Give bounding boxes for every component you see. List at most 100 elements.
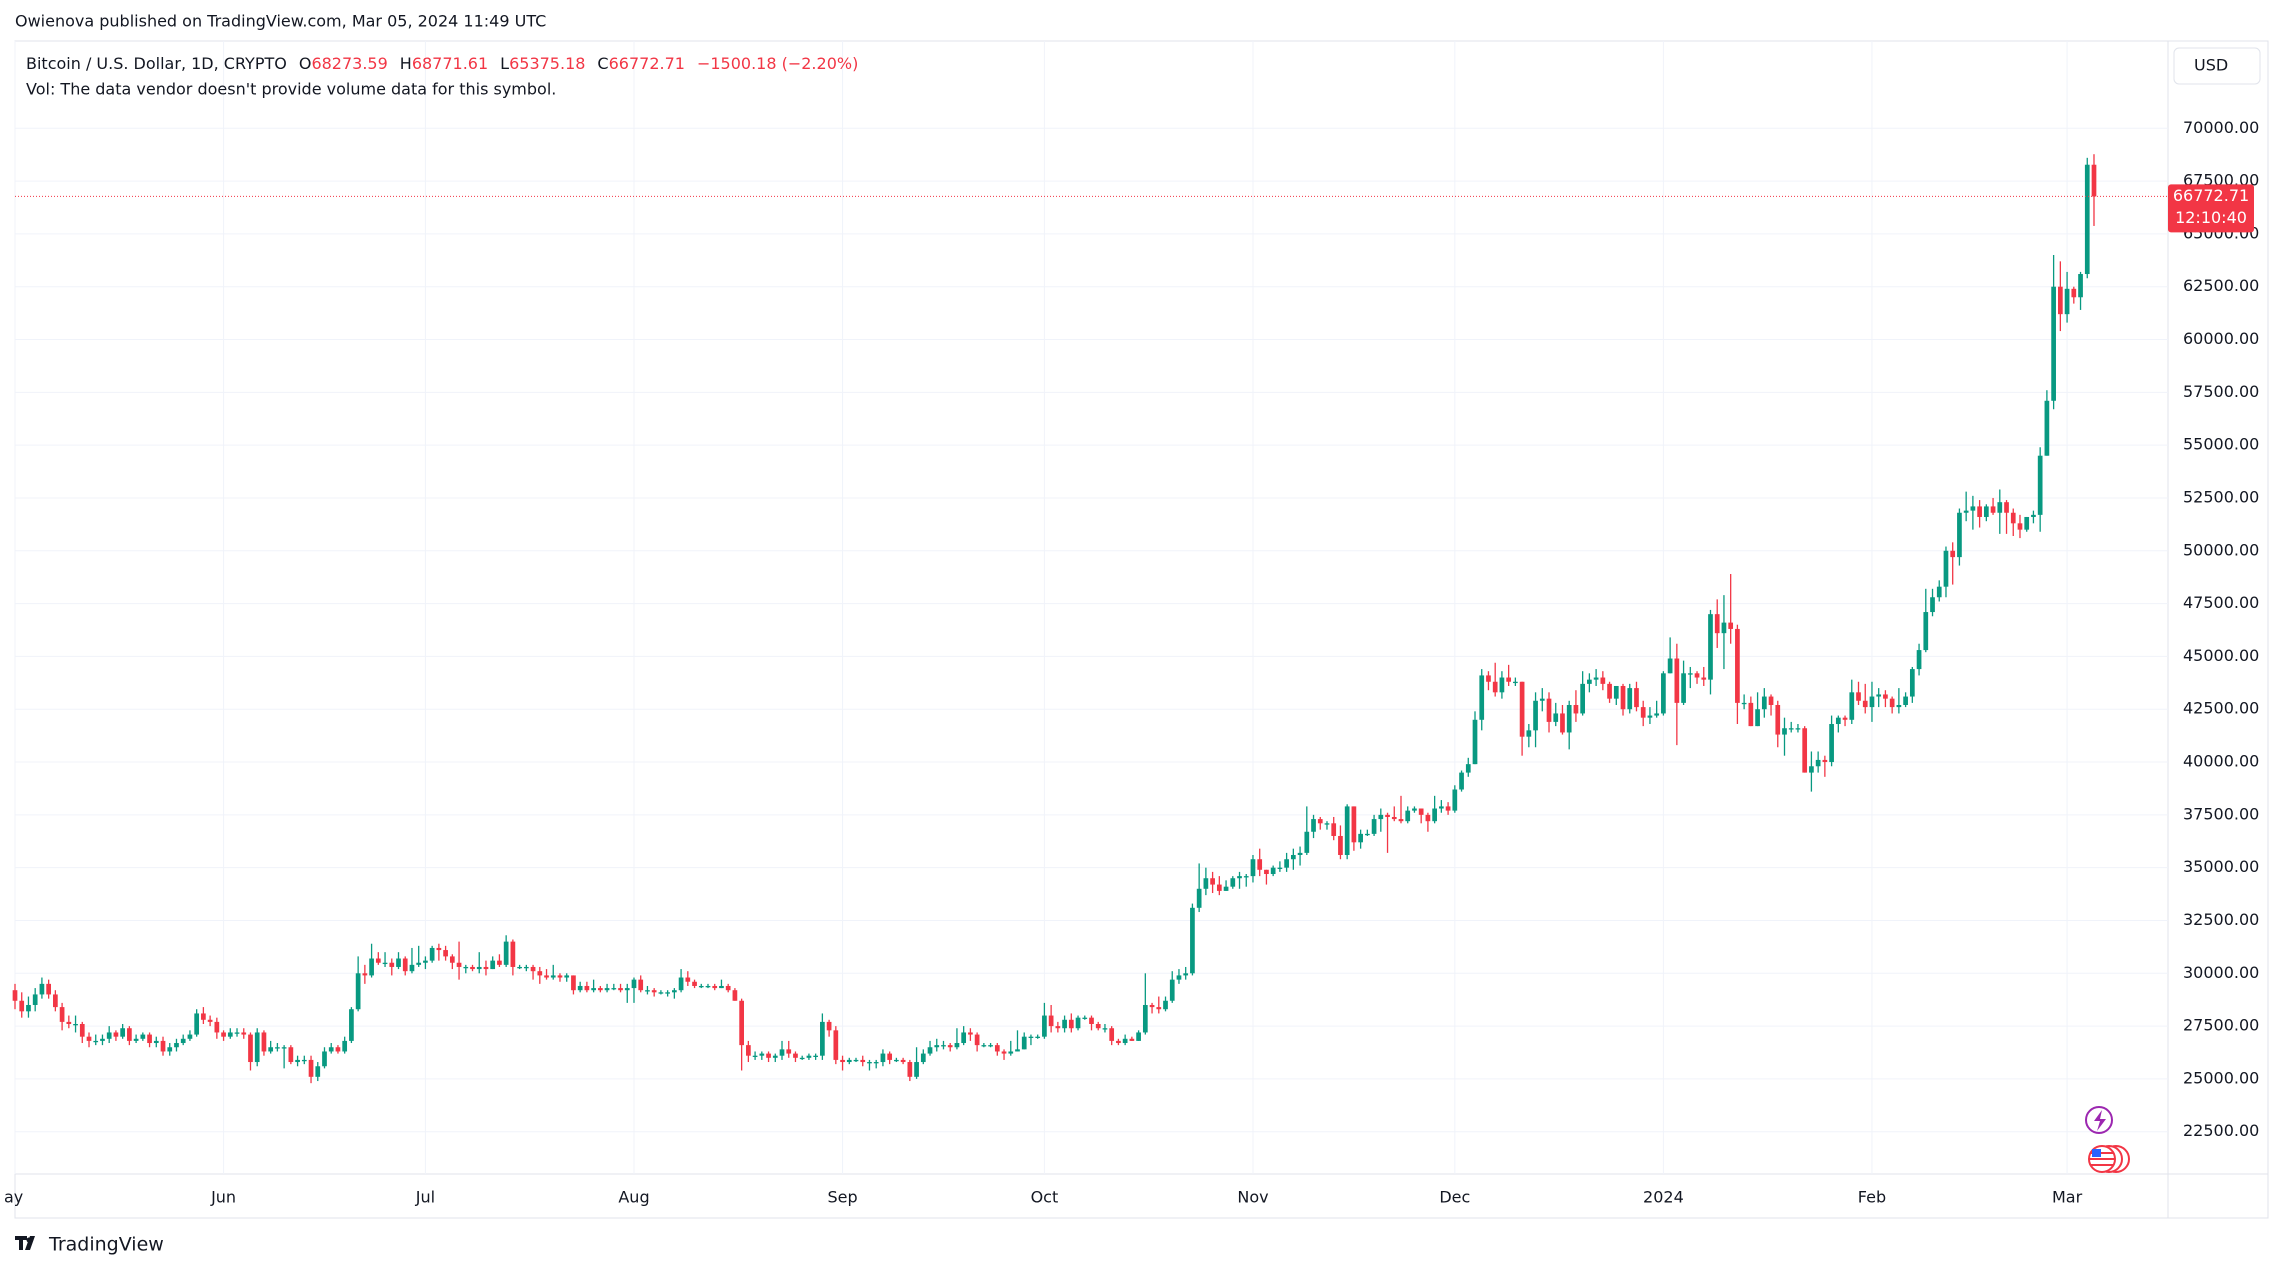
candle-body	[887, 1053, 893, 1060]
candle-body	[1930, 597, 1935, 613]
candle-body	[779, 1049, 785, 1056]
candle-body	[1829, 724, 1834, 763]
candle-body	[1768, 696, 1774, 705]
y-tick-label: 50000.00	[2183, 540, 2259, 559]
candle-body	[2078, 274, 2083, 298]
candle-body	[26, 1004, 31, 1012]
candle-body	[1909, 669, 1915, 697]
candle-body	[1513, 681, 1518, 684]
y-tick-label: 57500.00	[2183, 382, 2259, 401]
candle-body	[1230, 878, 1236, 887]
candle-body	[1183, 973, 1189, 976]
candle-body	[1311, 819, 1316, 832]
candle-body	[254, 1032, 260, 1063]
candle-body	[645, 990, 650, 992]
candle-body	[1042, 1015, 1047, 1037]
candle-body	[1889, 698, 1895, 708]
y-tick-label: 25000.00	[2183, 1068, 2259, 1087]
candle-body	[288, 1047, 294, 1063]
candle-body	[853, 1059, 859, 1062]
y-tick-label: 45000.00	[2183, 646, 2259, 665]
candle-body	[100, 1038, 105, 1041]
candle-body	[2071, 288, 2077, 298]
candle-body	[1270, 867, 1276, 875]
candle-body	[988, 1045, 993, 1047]
candle-body	[160, 1040, 166, 1052]
last-price-badge	[2168, 184, 2254, 233]
candle-body	[207, 1019, 213, 1022]
candle-body	[1257, 859, 1263, 870]
candle-body	[180, 1038, 186, 1044]
currency-button[interactable]	[2173, 47, 2261, 85]
candle-body	[1580, 683, 1586, 714]
candle-body	[530, 966, 536, 972]
candle-body	[793, 1053, 798, 1058]
candle-body	[2091, 164, 2097, 197]
y-tick-label: 47500.00	[2183, 593, 2259, 612]
x-tick-label: Mar	[2052, 1188, 2083, 1207]
candle-body	[1385, 814, 1390, 817]
y-tick-label: 70000.00	[2183, 118, 2259, 137]
candle-body	[113, 1032, 119, 1037]
candle-body	[349, 1009, 354, 1041]
candle-body	[1499, 677, 1505, 693]
candle-body	[1163, 1000, 1168, 1010]
candle-body	[651, 990, 657, 993]
candle-body	[214, 1021, 220, 1033]
candle-body	[1526, 730, 1532, 737]
candle-body	[1862, 700, 1868, 708]
candle-body	[1560, 713, 1565, 733]
candle-body	[1701, 677, 1707, 680]
candle-body	[725, 985, 731, 991]
candle-body	[739, 1000, 744, 1046]
axes: 22500.00 25000.00 27500.00 30000.00 32500.00…	[4, 118, 2259, 1207]
candle-body	[355, 973, 361, 1010]
candle-body	[490, 960, 496, 970]
candle-body	[268, 1047, 274, 1052]
candle-body	[732, 990, 738, 1001]
candle-body	[295, 1059, 300, 1063]
candle-body	[1479, 675, 1485, 720]
candle-body	[1472, 719, 1478, 765]
candle-body	[1714, 614, 1720, 634]
candle-body	[1728, 622, 1734, 629]
candle-body	[624, 988, 630, 991]
candle-body	[523, 966, 529, 969]
candle-body	[698, 985, 704, 988]
currency[interactable]: USD	[2194, 56, 2228, 75]
candle-body	[994, 1045, 1000, 1052]
candle-body	[786, 1049, 792, 1054]
candle-body	[2004, 502, 2009, 513]
candle-body	[1943, 550, 1949, 587]
y-tick-label: 27500.00	[2183, 1016, 2259, 1035]
candle-body	[544, 975, 549, 978]
ohlc-value: 68273.59	[311, 54, 387, 73]
event-icon[interactable]	[2085, 1106, 2113, 1134]
candle-body	[631, 979, 637, 989]
brand-logo-dot	[26, 1237, 32, 1243]
candle-body	[604, 988, 610, 991]
candle-body	[894, 1059, 899, 1062]
candle-body	[2064, 288, 2070, 315]
candle-body	[1358, 833, 1363, 843]
candle-body	[1048, 1015, 1054, 1027]
candle-body	[73, 1024, 78, 1026]
candle-body	[1338, 835, 1343, 855]
candle-body	[577, 985, 583, 991]
candle-body	[1351, 806, 1357, 843]
candle-body	[1593, 677, 1599, 680]
candle-body	[1519, 681, 1525, 737]
x-tick-label: Feb	[1858, 1188, 1886, 1207]
y-tick-label: 35000.00	[2183, 857, 2259, 876]
candle-body	[1553, 713, 1559, 722]
ohlc-key: L	[500, 54, 509, 73]
candle-body	[1903, 696, 1908, 705]
candle-body	[261, 1032, 267, 1052]
candle-body	[1398, 819, 1404, 822]
candle-body	[1957, 512, 1962, 558]
candle-body	[201, 1013, 206, 1020]
candle-body	[503, 941, 509, 965]
candle-body	[66, 1021, 72, 1025]
candle-body	[1842, 717, 1848, 720]
candle-body	[1055, 1026, 1061, 1029]
